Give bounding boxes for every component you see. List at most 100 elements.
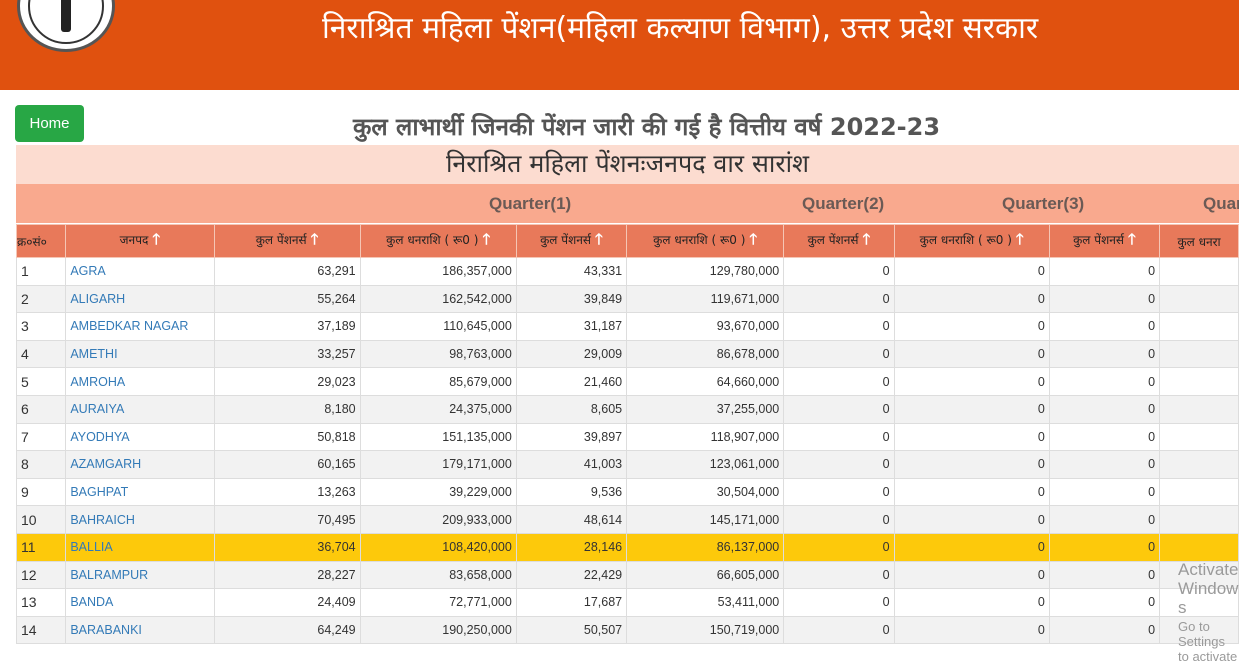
home-button[interactable]: Home	[15, 105, 84, 142]
value-cell: 0	[893, 394, 1050, 424]
district-link[interactable]: BARABANKI	[65, 615, 215, 645]
district-link[interactable]: AYODHYA	[65, 422, 215, 452]
value-cell: 63,291	[213, 257, 361, 286]
table-row: 6 AURAIYA 8,180 24,375,000 8,605 37,255,000 0 0…	[15, 394, 1239, 424]
value-cell: 209,933,000	[359, 505, 517, 534]
district-link[interactable]: BALLIA	[65, 532, 215, 562]
value-cell	[1159, 477, 1239, 507]
value-cell: 24,375,000	[359, 394, 517, 424]
value-cell: 150,719,000	[626, 615, 785, 645]
value-cell: 123,061,000	[626, 450, 785, 479]
district-link[interactable]: BAHRAICH	[65, 505, 215, 534]
value-cell: 8,180	[213, 394, 361, 424]
value-cell: 83,658,000	[359, 560, 517, 590]
district-link[interactable]: AGRA	[65, 257, 215, 286]
value-cell: 108,420,000	[359, 532, 517, 562]
value-cell: 86,678,000	[626, 339, 785, 369]
sort-arrow-up-icon[interactable]: 🡑	[862, 229, 871, 248]
value-cell: 0	[1048, 588, 1161, 617]
value-cell: 70,495	[213, 505, 361, 534]
value-cell: 13,263	[213, 477, 361, 507]
district-summary-table: क्र०सं० जनपद 🡑 कुल पेंशनर्स 🡑 कुल धनराशि ( रू…	[15, 224, 1239, 645]
table-row: 11 BALLIA 36,704 108,420,000 28,146 86,137,00…	[15, 532, 1239, 562]
watermark-line1: Activate Windows	[1178, 560, 1239, 617]
sort-arrow-up-icon[interactable]: 🡑	[152, 229, 161, 248]
district-link[interactable]: ALIGARH	[65, 284, 215, 314]
value-cell: 64,660,000	[626, 367, 785, 396]
value-cell: 0	[783, 532, 895, 562]
table-row: 4 AMETHI 33,257 98,763,000 29,009 86,678,000 0…	[15, 339, 1239, 369]
value-cell: 0	[1048, 477, 1161, 507]
table-row: 2 ALIGARH 55,264 162,542,000 39,849 119,671,0…	[15, 284, 1239, 314]
table-row: 3 AMBEDKAR NAGAR 37,189 110,645,000 31,187 93…	[15, 312, 1239, 341]
district-link[interactable]: AMROHA	[65, 367, 215, 396]
sort-arrow-up-icon[interactable]: 🡑	[1128, 229, 1136, 248]
table-row: 12 BALRAMPUR 28,227 83,658,000 22,429 66,605,…	[15, 560, 1239, 590]
serial-number-cell: 8	[15, 450, 67, 479]
district-link[interactable]: AMETHI	[65, 339, 215, 369]
activate-windows-watermark: Activate Windows Go to Settings to activ…	[1178, 560, 1239, 664]
value-cell: 0	[893, 257, 1050, 286]
site-title: निराश्रित महिला पेंशन(महिला कल्याण विभाग…	[322, 11, 1039, 46]
sort-arrow-up-icon[interactable]: 🡑	[1015, 229, 1024, 248]
district-link[interactable]: BALRAMPUR	[65, 560, 215, 590]
value-cell: 29,009	[515, 339, 628, 369]
column-header[interactable]: कुल पेंशनर्स 🡑	[783, 224, 895, 258]
quarter-4-header: Quar	[1203, 194, 1239, 213]
page-title: कुल लाभार्थी जिनकी पेंशन जारी की गई है व…	[353, 113, 941, 141]
value-cell: 86,137,000	[626, 532, 785, 562]
column-header[interactable]: कुल धनराशि ( रू0 ) 🡑	[893, 224, 1050, 258]
value-cell: 0	[783, 367, 895, 396]
value-cell: 9,536	[515, 477, 628, 507]
sort-arrow-up-icon[interactable]: 🡑	[749, 229, 758, 248]
value-cell: 0	[893, 588, 1050, 617]
value-cell	[1159, 312, 1239, 341]
district-link[interactable]: AZAMGARH	[65, 450, 215, 479]
column-header[interactable]: कुल धनरा	[1159, 224, 1239, 258]
value-cell: 0	[1048, 615, 1161, 645]
sort-arrow-up-icon[interactable]: 🡑	[482, 229, 491, 248]
value-cell: 43,331	[515, 257, 628, 286]
serial-number-cell: 10	[15, 505, 67, 534]
column-header[interactable]: कुल पेंशनर्स 🡑	[213, 224, 361, 258]
sort-arrow-up-icon[interactable]: 🡑	[595, 229, 603, 248]
table-row: 5 AMROHA 29,023 85,679,000 21,460 64,660,000 0…	[15, 367, 1239, 396]
value-cell: 98,763,000	[359, 339, 517, 369]
value-cell: 28,146	[515, 532, 628, 562]
value-cell: 151,135,000	[359, 422, 517, 452]
value-cell: 22,429	[515, 560, 628, 590]
column-header[interactable]: जनपद 🡑	[65, 224, 215, 258]
serial-number-cell: 11	[15, 532, 67, 562]
column-header-label: कुल धनराशि ( रू0 )	[919, 232, 1012, 247]
district-link[interactable]: BANDA	[65, 588, 215, 617]
value-cell: 0	[893, 339, 1050, 369]
value-cell: 0	[893, 477, 1050, 507]
value-cell: 0	[1048, 312, 1161, 341]
value-cell: 50,818	[213, 422, 361, 452]
district-link[interactable]: BAGHPAT	[65, 477, 215, 507]
table-row: 8 AZAMGARH 60,165 179,171,000 41,003 123,061,…	[15, 450, 1239, 479]
column-header[interactable]: कुल धनराशि ( रू0 ) 🡑	[626, 224, 785, 258]
district-link[interactable]: AURAIYA	[65, 394, 215, 424]
value-cell: 0	[1048, 450, 1161, 479]
value-cell: 0	[783, 588, 895, 617]
serial-number-cell: 6	[15, 394, 67, 424]
value-cell: 119,671,000	[626, 284, 785, 314]
value-cell: 0	[783, 312, 895, 341]
column-header[interactable]: कुल धनराशि ( रू0 ) 🡑	[359, 224, 517, 258]
column-header-label: जनपद	[119, 232, 149, 247]
table-row: 14 BARABANKI 64,249 190,250,000 50,507 150,71…	[15, 615, 1239, 645]
value-cell: 190,250,000	[359, 615, 517, 645]
value-cell: 93,670,000	[626, 312, 785, 341]
sort-arrow-up-icon[interactable]: 🡑	[310, 229, 319, 248]
column-header-label: कुल धनराशि ( रू0 )	[386, 232, 479, 247]
value-cell: 37,255,000	[626, 394, 785, 424]
table-caption: निराश्रित महिला पेंशनःजनपद वार सारांश	[16, 145, 1239, 184]
value-cell: 0	[783, 394, 895, 424]
column-header[interactable]: कुल पेंशनर्स 🡑	[1048, 224, 1161, 258]
column-header[interactable]: कुल पेंशनर्स 🡑	[515, 224, 628, 258]
value-cell: 33,257	[213, 339, 361, 369]
district-link[interactable]: AMBEDKAR NAGAR	[65, 312, 215, 341]
watermark-line2: Go to Settings to activate	[1178, 619, 1238, 664]
value-cell	[1159, 450, 1239, 479]
